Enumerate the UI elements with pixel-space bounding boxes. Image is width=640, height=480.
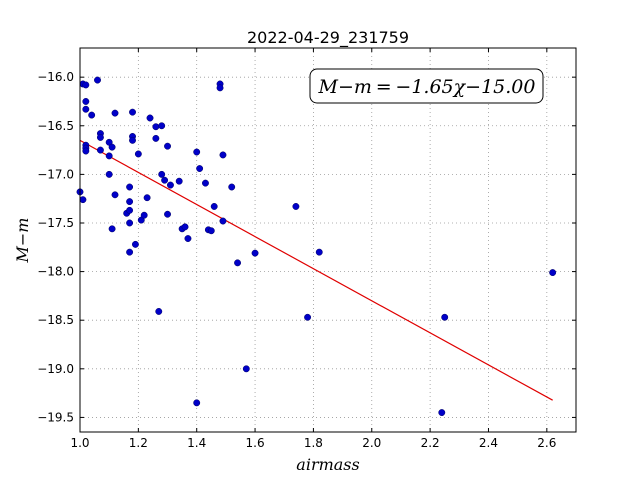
x-tick-labels: 1.0 1.2 1.4 1.6 1.8 2.0 2.2 2.4 2.6 [70, 436, 556, 450]
data-point [158, 170, 166, 178]
data-point [82, 105, 90, 113]
data-point [438, 409, 446, 417]
data-point [234, 259, 242, 267]
fit-line-group [79, 139, 553, 401]
plot-frame [79, 47, 577, 433]
data-point [155, 308, 163, 315]
x-tick-label: 1.2 [129, 436, 148, 450]
data-point [126, 206, 134, 214]
data-point [108, 143, 116, 151]
data-point [111, 191, 119, 199]
data-point [193, 148, 201, 156]
data-point [292, 203, 300, 210]
x-tick-label: 2.6 [537, 436, 556, 450]
data-point [202, 179, 209, 187]
annotation-frame [309, 68, 544, 104]
data-point [96, 146, 104, 154]
data-point [219, 217, 227, 225]
data-point [108, 225, 116, 233]
data-point [181, 223, 189, 231]
grid [79, 48, 576, 432]
data-point [161, 176, 169, 184]
y-tick-label: −18.0 [37, 265, 74, 279]
data-point [143, 194, 151, 202]
data-point [146, 114, 154, 122]
data-point [193, 399, 201, 407]
data-point [126, 248, 134, 256]
y-tick-label: −17.0 [37, 167, 74, 181]
data-point [166, 181, 174, 189]
data-point [242, 365, 250, 373]
data-point [196, 165, 204, 172]
y-axis-label: M−m [13, 218, 32, 264]
data-point [216, 84, 224, 92]
data-point [184, 235, 192, 242]
x-tick-label: 2.4 [479, 436, 498, 450]
x-axis-label: airmass [296, 455, 359, 474]
data-point [134, 150, 142, 158]
x-tick-label: 1.4 [187, 436, 206, 450]
y-tick-label: −16.5 [37, 119, 74, 133]
y-tick-label: −16.0 [37, 70, 74, 84]
data-point [207, 227, 215, 235]
x-tick-label: 1.8 [304, 436, 323, 450]
x-tick-label: 1.0 [70, 436, 89, 450]
data-point [82, 147, 90, 155]
data-point [304, 313, 312, 321]
x-tick-label: 2.2 [421, 436, 440, 450]
data-point [441, 313, 449, 321]
data-points [76, 76, 557, 417]
data-point [82, 81, 90, 89]
axis-ticks [79, 48, 576, 432]
data-point [228, 183, 236, 191]
data-point [126, 183, 134, 191]
data-point [105, 170, 113, 178]
data-point [126, 198, 134, 206]
fit-line [79, 139, 553, 401]
annotation-box: M−m = −1.65χ−15.00 [309, 68, 544, 104]
data-point [82, 98, 90, 105]
data-point [94, 76, 101, 84]
x-tick-label: 2.0 [362, 436, 381, 450]
data-point [158, 122, 166, 130]
y-tick-labels: −16.0 −16.5 −17.0 −17.5 −18.0 −18.5 −19.0 −19.5 [37, 70, 74, 424]
data-point [152, 134, 160, 142]
data-point [175, 177, 183, 185]
data-point [164, 210, 171, 218]
data-point [105, 152, 113, 160]
data-point [219, 151, 227, 159]
data-point [79, 196, 87, 204]
chart-title: 2022-04-29_231759 [247, 28, 409, 48]
data-point [129, 136, 136, 144]
x-tick-label: 1.6 [246, 436, 265, 450]
data-point [96, 133, 104, 141]
data-point [131, 240, 139, 248]
data-point [88, 111, 96, 119]
y-tick-label: −19.5 [37, 410, 74, 424]
y-tick-label: −18.5 [37, 313, 74, 327]
y-tick-label: −17.5 [37, 216, 74, 230]
data-point [152, 123, 160, 131]
data-point [111, 109, 119, 117]
data-point [140, 211, 148, 219]
data-point [164, 142, 171, 150]
y-tick-label: −19.0 [37, 362, 74, 376]
data-point [126, 219, 134, 227]
data-point [210, 203, 218, 210]
data-point [251, 249, 259, 257]
plot-area [80, 48, 576, 432]
data-point [129, 108, 136, 116]
fit-equation-label: M−m = −1.65χ−15.00 [318, 76, 536, 98]
data-point [549, 269, 557, 277]
data-point [315, 248, 323, 256]
